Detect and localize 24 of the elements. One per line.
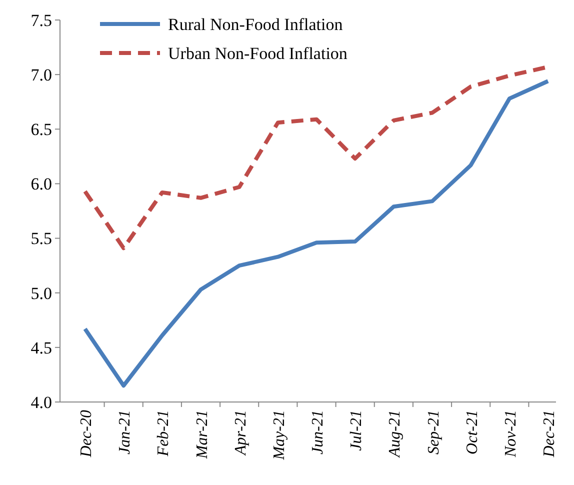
y-tick-label: 6.0 [30,174,52,194]
y-tick-label: 7.0 [30,66,52,85]
legend-label: Rural Non-Food Inflation [168,14,344,34]
x-tick-label: Dec-20 [78,410,95,458]
x-tick-label: Oct-21 [464,410,481,454]
y-tick-label: 5.5 [30,229,52,248]
x-tick-label: Mar-21 [194,410,211,460]
legend-label: Urban Non-Food Inflation [168,44,348,63]
x-tick-label: May-21 [270,410,288,461]
y-tick-label: 4.5 [30,338,52,358]
x-tick-label: Nov-21 [502,410,520,458]
x-tick-label: Jul-21 [348,410,366,451]
x-tick-label: Aug-21 [386,410,404,458]
y-tick-label: 4.0 [30,392,52,412]
x-tick-label: Dec-21 [541,410,558,458]
x-tick-label: Sep-21 [425,410,442,454]
y-tick-label: 6.5 [30,120,52,140]
y-tick-label: 5.0 [30,284,52,303]
line-series [83,79,550,388]
y-tick-label: 7.5 [30,10,52,30]
x-tick-label: Jan-21 [116,410,134,454]
x-tick-label: Jun-21 [310,410,326,454]
x-tick-label: Feb-21 [155,410,172,458]
x-tick-label: Apr-21 [232,410,250,456]
